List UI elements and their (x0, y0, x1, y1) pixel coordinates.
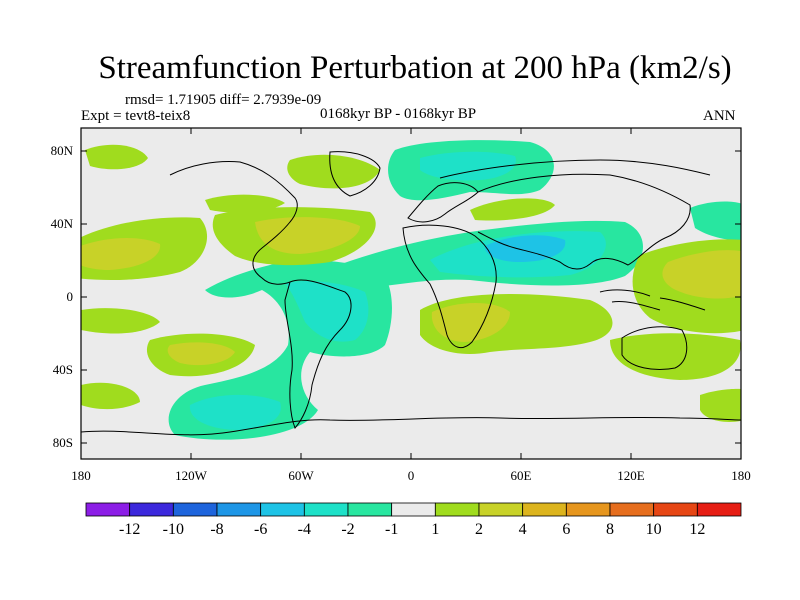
contour-pos2-central-pacific (81, 238, 161, 270)
colorbar-swatch (391, 502, 436, 517)
contour-neg2-south-america (285, 281, 369, 342)
stats-text: rmsd= 1.71905 diff= 2.7939e-09 (125, 92, 322, 108)
lon-label-120e: 120E (617, 468, 645, 483)
colorbar-swatch (478, 502, 524, 517)
colorbar-swatch (347, 502, 393, 517)
colorbar-label: -8 (210, 521, 223, 538)
coast-north-america (169, 161, 298, 285)
colorbar (85, 502, 742, 517)
colorbar-label: -10 (163, 521, 184, 538)
colorbar-swatch (653, 502, 698, 517)
colorbar-swatch (609, 502, 655, 517)
lat-label-80s: 80S (53, 435, 73, 450)
coast-asia (477, 173, 691, 270)
lat-label-80n: 80N (51, 143, 74, 158)
lon-label-60e: 60E (511, 468, 532, 483)
contour-pos2-south-pacific (167, 342, 235, 366)
colorbar-swatch (85, 502, 131, 517)
contour-pos2-west-pacific (662, 250, 741, 299)
lon-label-0: 0 (408, 468, 415, 483)
colorbar-swatch (129, 502, 174, 517)
contour-pos2-north-america (255, 217, 360, 254)
lat-label-40s: 40S (53, 362, 73, 377)
colorbar-label: -4 (298, 521, 311, 538)
contour-neg1-pacific (690, 201, 741, 241)
colorbar-swatch (522, 502, 567, 517)
contour-pos1-australia (610, 333, 741, 380)
colorbar-labels: -12 -10 -8 -6 -4 -2 -1 1 2 4 6 8 10 12 (119, 521, 705, 538)
colorbar-swatch (696, 502, 742, 517)
colorbar-swatch (260, 502, 305, 517)
coast-africa (402, 224, 497, 349)
colorbar-label: -12 (119, 521, 140, 538)
lat-label-40n: 40N (51, 216, 74, 231)
lon-label-120w: 120W (175, 468, 208, 483)
colorbar-label: 12 (689, 521, 705, 538)
contour-pos1-canada (205, 194, 285, 213)
coastlines (81, 151, 741, 436)
lon-label-180w: 180 (71, 468, 91, 483)
coast-siberia (439, 159, 711, 179)
colorbar-swatch (434, 502, 480, 517)
contour-pos1-north-pacific (85, 144, 148, 170)
contour-neg2-north-atlantic (420, 151, 516, 181)
lon-label-180e: 180 (731, 468, 751, 483)
colorbar-swatch (216, 502, 262, 517)
colorbar-swatch (172, 502, 218, 517)
contour-neg3-arabia (484, 235, 566, 262)
coast-indonesia (599, 289, 706, 311)
contour-neg2-southern-ocean (189, 394, 281, 430)
contour-field (81, 128, 741, 459)
coast-greenland (329, 151, 381, 197)
coast-australia (621, 326, 688, 370)
coast-antarctica (81, 416, 741, 436)
contour-pos1-south-indian (81, 382, 140, 410)
lat-label-0: 0 (67, 289, 74, 304)
contour-pos1-far-south (700, 388, 741, 422)
colorbar-label: 2 (475, 521, 483, 538)
season-label: ANN (703, 108, 736, 124)
contour-pos2-southern-africa (431, 303, 510, 342)
colorbar-label: 10 (646, 521, 662, 538)
colorbar-label: 8 (606, 521, 614, 538)
experiment-label: Expt = tevt8-teix8 (81, 108, 191, 124)
colorbar-label: 1 (431, 521, 439, 538)
colorbar-label: -6 (254, 521, 267, 538)
lon-label-60w: 60W (288, 468, 314, 483)
period-label: 0168kyr BP - 0168kyr BP (320, 106, 477, 122)
axis-ticks (80, 128, 742, 459)
colorbar-label: 4 (519, 521, 527, 538)
colorbar-label: -1 (385, 521, 398, 538)
contour-pos1-greenland (287, 154, 380, 189)
colorbar-label: 6 (562, 521, 570, 538)
colorbar-swatch (303, 502, 349, 517)
contour-pos1-southeast-pacific (81, 308, 160, 334)
colorbar-label: -2 (341, 521, 354, 538)
contour-pos1-asia (470, 198, 555, 221)
coast-south-america (284, 279, 352, 429)
plot-title: Streamfunction Perturbation at 200 hPa (… (98, 50, 732, 86)
colorbar-swatch (565, 502, 611, 517)
